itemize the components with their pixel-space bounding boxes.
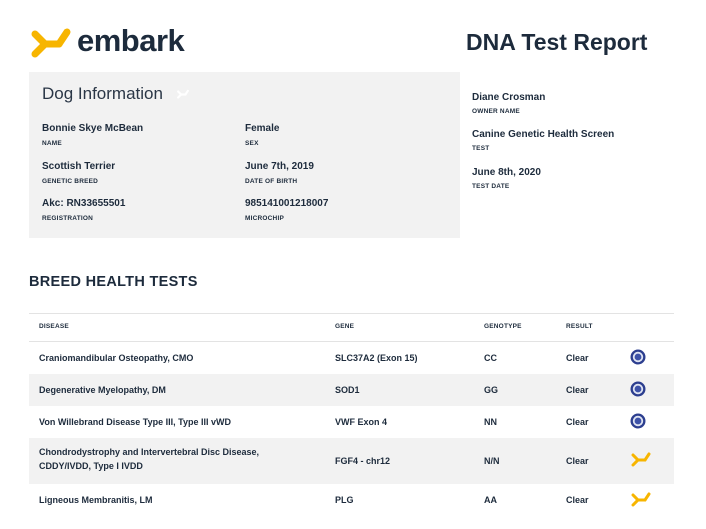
disease-cell: Von Willebrand Disease Type III, Type II… — [39, 417, 231, 427]
genotype-cell: NN — [484, 417, 497, 427]
result-cell: Clear — [566, 456, 589, 466]
gene-cell: PLG — [335, 495, 354, 505]
breed-health-tests-heading: BREED HEALTH TESTS — [29, 274, 198, 290]
dog-registration-value: Akc: RN33655501 — [42, 198, 126, 209]
breed-health-table: DISEASE GENE GENOTYPE RESULT Craniomandi… — [29, 313, 674, 516]
embark-bone-icon — [630, 451, 652, 474]
dog-microchip-field: 985141001218007 MICROCHIP — [245, 198, 328, 222]
ofa-seal-icon — [630, 349, 646, 370]
dog-dob-label: DATE OF BIRTH — [245, 178, 298, 185]
report-title: DNA Test Report — [466, 29, 648, 55]
dog-information-panel: Dog Information Bonnie Skye McBean NAME … — [29, 72, 460, 238]
test-date-label: TEST DATE — [472, 183, 510, 190]
column-header-gene: GENE — [335, 323, 355, 330]
table-row: Degenerative Myelopathy, DM SOD1 GG Clea… — [29, 374, 674, 406]
ofa-seal-icon — [630, 413, 646, 434]
column-header-genotype: GENOTYPE — [484, 323, 522, 330]
embark-logo: embark — [29, 23, 189, 64]
result-cell: Clear — [566, 353, 589, 363]
result-cell: Clear — [566, 385, 589, 395]
table-row: Ligneous Membranitis, LM PLG AA Clear — [29, 484, 674, 516]
genotype-cell: N/N — [484, 456, 500, 466]
disease-cell: Ligneous Membranitis, LM — [39, 495, 153, 505]
dog-breed-value: Scottish Terrier — [42, 161, 116, 172]
dog-breed-label: GENETIC BREED — [42, 178, 99, 185]
dog-dob-value: June 7th, 2019 — [245, 161, 314, 172]
dog-name-label: NAME — [42, 140, 62, 147]
gene-cell: VWF Exon 4 — [335, 417, 388, 427]
genotype-cell: GG — [484, 385, 499, 395]
gene-cell: SLC37A2 (Exon 15) — [335, 353, 418, 363]
owner-name-label: OWNER NAME — [472, 108, 520, 115]
dog-sex-value: Female — [245, 123, 280, 134]
owner-name-value: Diane Crosman — [472, 92, 546, 103]
column-header-disease: DISEASE — [39, 323, 69, 330]
disease-cell: Degenerative Myelopathy, DM — [39, 385, 166, 395]
table-row: Von Willebrand Disease Type III, Type II… — [29, 406, 674, 438]
dog-microchip-value: 985141001218007 — [245, 198, 329, 209]
gene-cell: FGF4 - chr12 — [335, 456, 391, 466]
result-cell: Clear — [566, 495, 589, 505]
column-header-result: RESULT — [566, 323, 593, 330]
table-header-row: DISEASE GENE GENOTYPE RESULT — [29, 313, 674, 342]
ofa-seal-icon — [630, 381, 646, 402]
dog-microchip-label: MICROCHIP — [245, 215, 284, 222]
embark-mini-icon — [176, 85, 190, 105]
brand-wordmark: embark — [77, 23, 185, 58]
dog-dob-field: June 7th, 2019 DATE OF BIRTH — [245, 161, 314, 185]
test-name-field: Canine Genetic Health Screen TEST — [472, 129, 614, 152]
dog-information-heading: Dog Information — [42, 84, 163, 103]
test-name-value: Canine Genetic Health Screen — [472, 129, 615, 140]
embark-logo-icon — [31, 28, 71, 58]
gene-cell: SOD1 — [335, 385, 360, 395]
dog-registration-field: Akc: RN33655501 REGISTRATION — [42, 198, 125, 222]
table-row: Chondrodystrophy and Intervertebral Disc… — [29, 438, 674, 484]
disease-cell: Craniomandibular Osteopathy, CMO — [39, 353, 194, 363]
dog-name-field: Bonnie Skye McBean NAME — [42, 123, 143, 147]
test-date-field: June 8th, 2020 TEST DATE — [472, 167, 541, 190]
result-cell: Clear — [566, 417, 589, 427]
dog-registration-label: REGISTRATION — [42, 215, 94, 222]
embark-bone-icon — [630, 491, 652, 514]
dog-sex-field: Female SEX — [245, 123, 279, 147]
test-date-value: June 8th, 2020 — [472, 167, 541, 178]
disease-cell: Chondrodystrophy and Intervertebral Disc… — [39, 447, 260, 471]
table-row: Craniomandibular Osteopathy, CMO SLC37A2… — [29, 342, 674, 374]
dog-breed-field: Scottish Terrier GENETIC BREED — [42, 161, 115, 185]
test-name-label: TEST — [472, 145, 490, 152]
genotype-cell: AA — [484, 495, 497, 505]
dog-information-title: Dog Information — [42, 84, 190, 105]
dog-name-value: Bonnie Skye McBean — [42, 123, 144, 134]
owner-name-field: Diane Crosman OWNER NAME — [472, 92, 545, 115]
genotype-cell: CC — [484, 353, 497, 363]
dog-sex-label: SEX — [245, 140, 259, 147]
